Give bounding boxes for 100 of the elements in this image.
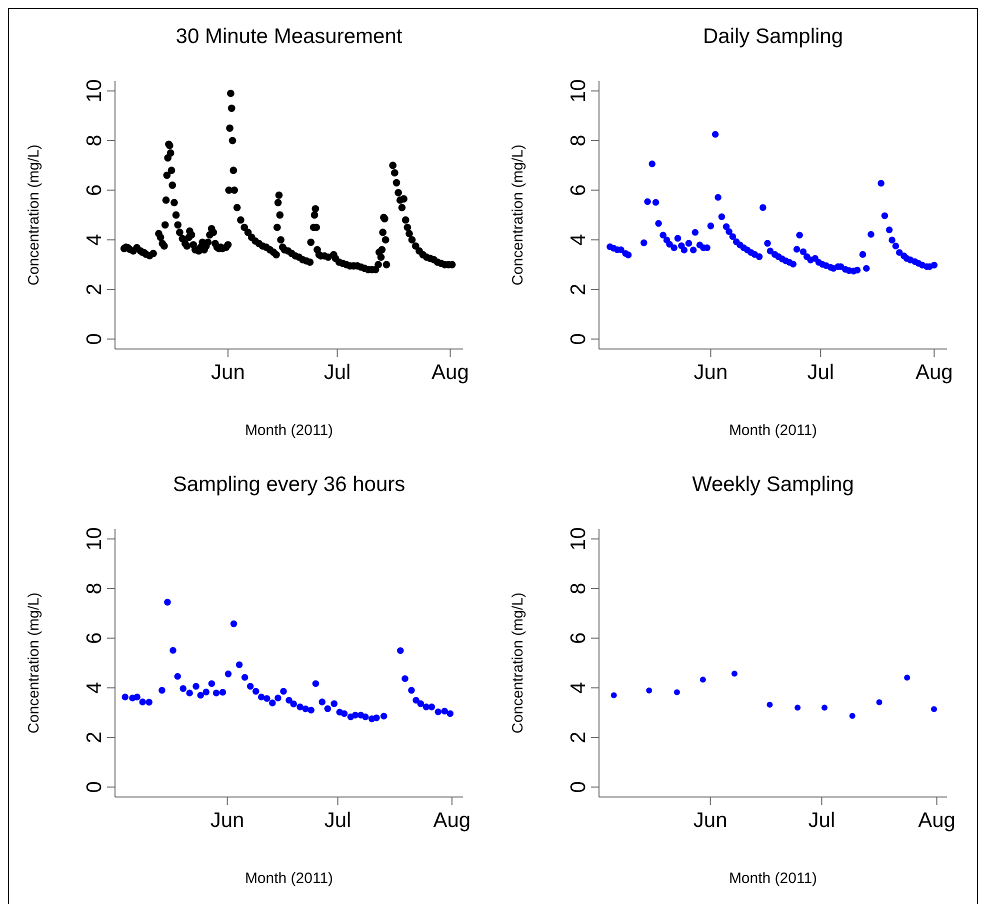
y-tick-label: 8 (83, 582, 106, 594)
x-tick-label: Jul (807, 361, 834, 384)
y-tick-label: 0 (567, 333, 590, 345)
y-tick-label: 0 (83, 333, 106, 345)
y-tick-label: 2 (567, 732, 590, 744)
point (180, 685, 187, 692)
point (212, 690, 220, 696)
y-tick-label: 6 (83, 632, 106, 644)
x-tick-label: Jul (808, 809, 836, 832)
chart-title: 30 Minute Measurement (174, 25, 404, 49)
point (428, 704, 436, 710)
point (274, 694, 282, 702)
y-tick-label: 6 (567, 632, 590, 644)
y-tick-label: 8 (567, 582, 590, 594)
point (134, 694, 140, 700)
point (241, 674, 248, 681)
point (434, 708, 442, 716)
point (219, 688, 226, 696)
point (904, 674, 910, 681)
point (122, 694, 129, 700)
x-tick-label: Aug (433, 809, 471, 832)
point (164, 598, 171, 606)
point (876, 699, 882, 706)
x-tick-label: Jul (324, 809, 352, 832)
x-axis-title: Month (2011) (244, 870, 334, 887)
point (264, 695, 270, 702)
point (352, 712, 359, 719)
point (412, 696, 420, 704)
y-axis-title: Concentration (mg/L) (509, 144, 526, 286)
point (446, 710, 454, 718)
point (794, 704, 801, 711)
point (302, 706, 309, 712)
point (280, 688, 287, 695)
point (417, 700, 424, 708)
x-tick-label: Aug (918, 809, 956, 832)
x-tick-label: Aug (915, 361, 953, 384)
y-tick-label: 8 (567, 134, 590, 146)
point (731, 670, 738, 677)
y-tick-label: 0 (83, 781, 106, 793)
x-axis-title: Month (2011) (728, 422, 818, 439)
y-tick-label: 8 (83, 134, 106, 146)
point (296, 704, 304, 710)
point (252, 688, 260, 695)
point (286, 696, 292, 704)
y-tick-label: 2 (83, 284, 106, 296)
point (380, 712, 388, 720)
point (202, 688, 210, 696)
y-axis-title: Concentration (mg/L) (25, 144, 42, 286)
y-tick-label: 4 (567, 234, 590, 246)
y-tick-label: 0 (567, 781, 590, 793)
y-tick-label: 10 (83, 79, 106, 103)
point (312, 680, 320, 687)
point (236, 661, 243, 668)
point (224, 670, 232, 678)
point (373, 714, 380, 722)
chart-title: Daily Sampling (702, 25, 844, 49)
point (246, 682, 254, 690)
point (174, 673, 182, 680)
x-tick-label: Jun (694, 361, 728, 384)
point (402, 675, 408, 682)
point (186, 690, 193, 696)
chart-title: Sampling every 36 hours (172, 473, 406, 497)
point (330, 700, 338, 708)
point (700, 676, 706, 683)
point (766, 702, 773, 708)
y-tick-label: 10 (567, 79, 590, 103)
y-axis-title: Concentration (mg/L) (25, 592, 42, 734)
y-tick-label: 2 (83, 732, 106, 744)
point (208, 680, 216, 687)
y-tick-label: 10 (83, 527, 106, 551)
x-axis-title: Month (2011) (728, 870, 818, 887)
x-tick-label: Jun (693, 809, 728, 832)
x-tick-label: Jul (324, 361, 351, 384)
y-axis-title: Concentration (mg/L) (509, 592, 526, 734)
point (646, 688, 652, 694)
y-tick-label: 2 (567, 284, 590, 296)
point (324, 705, 332, 712)
point (269, 700, 276, 706)
y-tick-label: 4 (567, 682, 590, 694)
point (931, 706, 938, 712)
x-tick-label: Jun (211, 361, 245, 384)
point (318, 698, 326, 706)
point (158, 686, 166, 694)
point (139, 698, 146, 706)
point (258, 694, 265, 700)
y-tick-label: 4 (83, 682, 106, 694)
point (849, 712, 856, 719)
y-tick-label: 10 (567, 527, 590, 551)
chart-title: Weekly Sampling (691, 473, 855, 497)
x-tick-label: Jun (210, 809, 244, 832)
point (674, 689, 680, 696)
point (230, 620, 238, 628)
point (170, 646, 176, 654)
x-tick-label: Aug (432, 361, 469, 384)
point (308, 706, 314, 714)
point (192, 682, 200, 690)
point (340, 710, 348, 718)
point (362, 713, 369, 720)
point (197, 692, 204, 699)
point (290, 700, 298, 708)
